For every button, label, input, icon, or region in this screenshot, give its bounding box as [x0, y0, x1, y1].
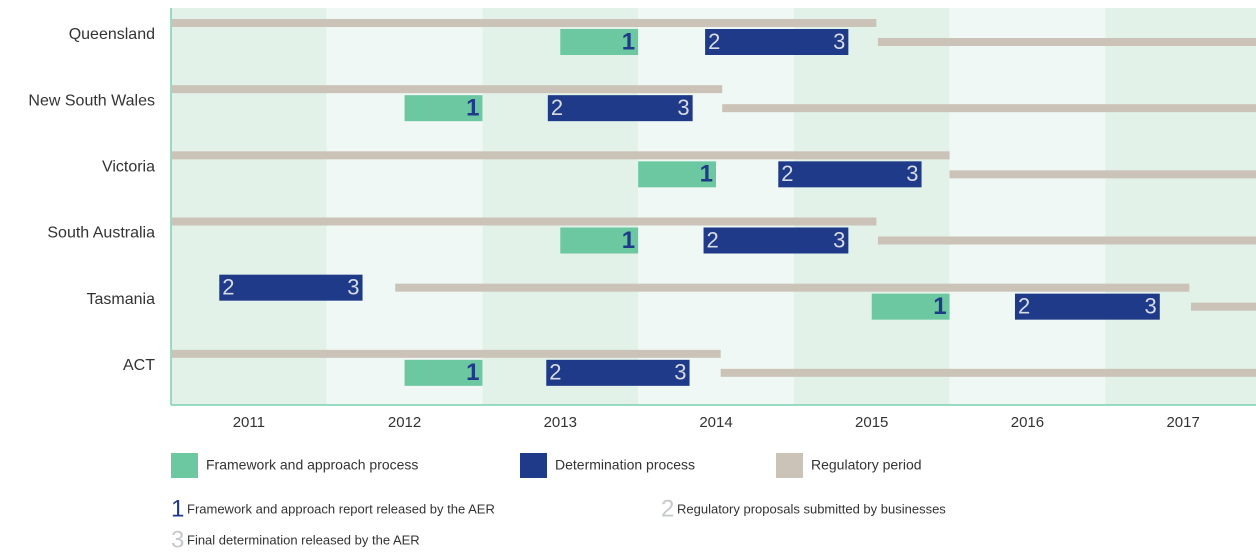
year-band — [171, 8, 327, 405]
regulatory-bar — [720, 368, 1256, 377]
milestone-number: 2 — [781, 161, 793, 186]
milestone-number: 2 — [1018, 293, 1030, 318]
framework-bar — [871, 293, 950, 320]
year-band — [482, 8, 639, 405]
regulatory-bar — [877, 236, 1256, 245]
milestone-number: 3 — [906, 161, 918, 186]
year-band — [1105, 8, 1256, 405]
determination-bar — [705, 29, 849, 55]
framework-bar — [560, 227, 639, 254]
determination-bar — [703, 227, 849, 254]
legend-milestone-label: Framework and approach report released b… — [187, 501, 495, 516]
x-tick-label: 2011 — [233, 414, 265, 431]
determination-bar — [546, 359, 690, 386]
determination-bar — [1014, 293, 1160, 320]
regulatory-bar — [395, 283, 1190, 292]
legend-milestone-label: Regulatory proposals submitted by busine… — [677, 501, 946, 516]
legend-milestone-number: 3 — [171, 526, 184, 553]
x-tick-label: 2017 — [1166, 414, 1199, 431]
determination-bar — [778, 161, 922, 188]
legend-label: Regulatory period — [811, 457, 922, 473]
milestone-number: 3 — [1145, 293, 1157, 318]
milestone-number: 1 — [466, 359, 479, 386]
x-tick-label: 2013 — [544, 414, 577, 431]
legend-milestone-number: 1 — [171, 495, 184, 522]
regulatory-bar — [1190, 302, 1256, 311]
legend-swatch — [776, 453, 803, 478]
framework-bar — [404, 359, 483, 386]
year-band — [793, 8, 950, 405]
x-tick-label: 2016 — [1011, 414, 1044, 431]
milestone-number: 2 — [551, 95, 563, 120]
regulatory-bar — [171, 349, 721, 358]
row-label: South Australia — [47, 225, 155, 242]
regulatory-bar — [171, 85, 723, 94]
milestone-number: 3 — [674, 360, 686, 385]
milestone-number: 1 — [933, 293, 946, 320]
milestone-number: 1 — [700, 161, 713, 188]
x-tick-label: 2015 — [855, 414, 888, 431]
milestone-number: 1 — [466, 95, 479, 122]
year-band — [638, 8, 794, 405]
framework-bar — [638, 161, 716, 188]
milestone-number: 2 — [549, 360, 561, 385]
legend-swatch — [520, 453, 547, 478]
framework-bar — [404, 95, 483, 122]
row-label: New South Wales — [28, 92, 155, 109]
milestone-number: 2 — [707, 227, 719, 252]
framework-bar — [560, 29, 639, 55]
milestone-number: 2 — [222, 274, 234, 299]
regulatory-bar — [171, 151, 950, 160]
milestone-number: 3 — [677, 95, 689, 120]
milestone-number: 3 — [833, 227, 845, 252]
legend-milestone-label: Final determination released by the AER — [187, 532, 420, 547]
year-band — [949, 8, 1106, 405]
milestone-number: 3 — [347, 274, 359, 299]
legend-swatch — [171, 453, 198, 478]
milestone-number: 3 — [833, 29, 845, 54]
legend-label: Determination process — [555, 457, 695, 473]
regulatory-bar — [722, 104, 1256, 113]
row-label: ACT — [123, 357, 155, 374]
milestone-number: 1 — [622, 28, 635, 55]
regulatory-bar — [877, 38, 1256, 46]
year-band — [326, 8, 483, 405]
milestone-number: 1 — [622, 227, 635, 254]
regulatory-bar — [171, 217, 877, 226]
determination-bar — [219, 274, 363, 301]
row-label: Tasmania — [87, 291, 156, 308]
x-tick-label: 2012 — [388, 414, 421, 431]
regulatory-bar — [171, 19, 877, 27]
x-tick-label: 2014 — [699, 414, 732, 431]
milestone-number: 2 — [708, 29, 720, 54]
legend-label: Framework and approach process — [206, 457, 418, 473]
regulatory-bar — [949, 170, 1256, 179]
legend-milestone-number: 2 — [661, 495, 674, 522]
row-label: Victoria — [102, 159, 155, 176]
row-label: Queensland — [69, 26, 155, 43]
determination-bar — [547, 95, 693, 122]
